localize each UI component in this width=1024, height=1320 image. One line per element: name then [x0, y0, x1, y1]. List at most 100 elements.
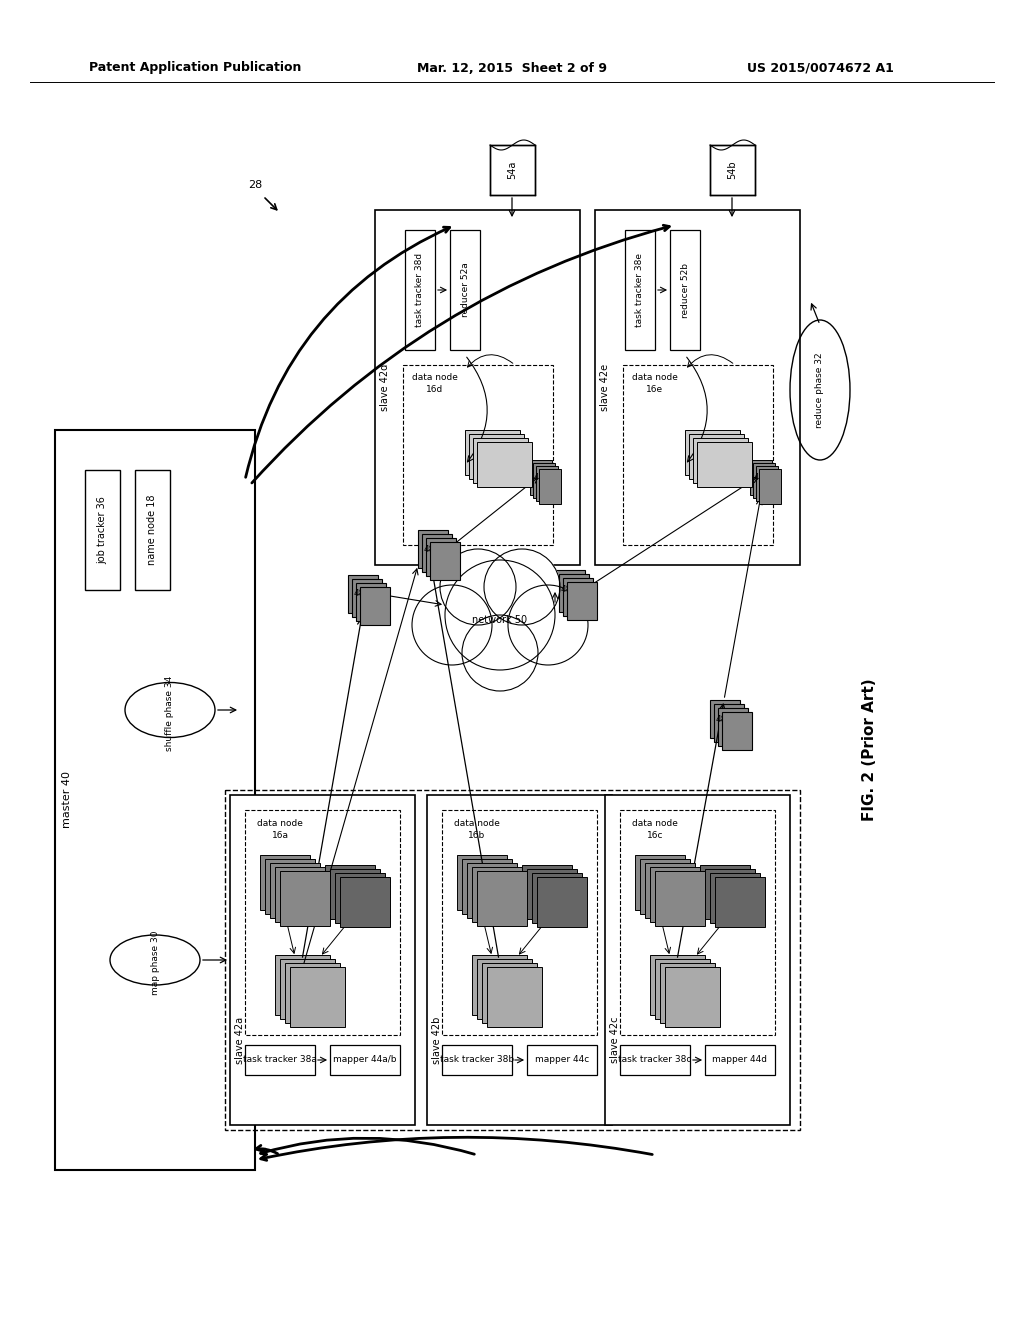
Text: slave 42e: slave 42e	[600, 364, 610, 411]
Text: 48b: 48b	[424, 544, 440, 553]
Bar	[260, 855, 310, 909]
Text: 54b: 54b	[727, 161, 737, 180]
Bar	[563, 578, 593, 616]
Bar	[442, 810, 597, 1035]
Text: 48c: 48c	[754, 473, 769, 482]
Bar	[537, 876, 587, 927]
Text: 16d: 16d	[426, 384, 443, 393]
Text: 46a: 46a	[294, 978, 310, 986]
Bar	[135, 470, 170, 590]
Bar	[718, 708, 748, 746]
Bar	[457, 855, 507, 909]
Bar	[330, 869, 380, 919]
Bar	[375, 210, 580, 565]
Circle shape	[462, 615, 538, 690]
Bar	[275, 954, 330, 1015]
Bar	[325, 865, 375, 915]
Bar	[559, 574, 589, 612]
Bar	[714, 704, 744, 742]
Text: reduce phase 32: reduce phase 32	[815, 352, 824, 428]
Bar	[85, 470, 120, 590]
Text: job tracker 36: job tracker 36	[97, 496, 106, 564]
Bar	[753, 463, 775, 498]
Bar	[477, 442, 532, 487]
Bar	[715, 876, 765, 927]
Bar	[670, 230, 700, 350]
Text: US 2015/0074672 A1: US 2015/0074672 A1	[746, 62, 893, 74]
Bar	[290, 968, 345, 1027]
Bar	[472, 954, 527, 1015]
Circle shape	[508, 585, 588, 665]
Bar	[270, 863, 319, 917]
Bar	[635, 855, 685, 909]
Text: data node: data node	[412, 372, 458, 381]
Bar	[625, 230, 655, 350]
Bar	[534, 463, 555, 498]
Bar	[422, 535, 452, 572]
Circle shape	[412, 585, 492, 665]
Text: reducer 52a: reducer 52a	[461, 263, 469, 317]
Text: 48a: 48a	[534, 473, 549, 482]
Text: 16a: 16a	[271, 830, 289, 840]
Text: 16b: 16b	[468, 830, 485, 840]
Bar	[710, 145, 755, 195]
Bar	[697, 442, 752, 487]
Bar	[650, 954, 705, 1015]
Text: 46c: 46c	[669, 978, 685, 986]
Text: 16c: 16c	[647, 830, 664, 840]
Bar	[620, 1045, 690, 1074]
Text: 24m: 24m	[650, 875, 670, 884]
Text: task tracker 38d: task tracker 38d	[416, 253, 425, 327]
Text: task tracker 38c: task tracker 38c	[618, 1056, 691, 1064]
Bar	[418, 531, 449, 568]
Bar	[605, 795, 790, 1125]
Text: task tracker 38b: task tracker 38b	[440, 1056, 514, 1064]
Bar	[756, 466, 778, 502]
Bar	[665, 968, 720, 1027]
Text: FIG. 2 (Prior Art): FIG. 2 (Prior Art)	[862, 678, 878, 821]
Bar	[427, 795, 612, 1125]
Text: mapper 44c: mapper 44c	[535, 1056, 589, 1064]
Text: 24g: 24g	[473, 875, 490, 884]
Bar	[340, 876, 390, 927]
Text: 48d: 48d	[716, 714, 732, 723]
Circle shape	[445, 560, 555, 671]
Text: 16e: 16e	[646, 384, 664, 393]
Bar	[645, 863, 695, 917]
Bar	[623, 366, 773, 545]
Bar	[335, 873, 385, 923]
Bar	[225, 789, 800, 1130]
Bar	[230, 795, 415, 1125]
Text: 24a: 24a	[276, 875, 293, 884]
Bar	[532, 873, 582, 923]
Bar	[650, 867, 700, 921]
Bar	[406, 230, 435, 350]
Text: reducer 52b: reducer 52b	[681, 263, 689, 318]
Bar	[265, 859, 315, 913]
Text: slave 42b: slave 42b	[432, 1016, 442, 1064]
Bar	[462, 859, 512, 913]
Bar	[245, 810, 400, 1035]
Text: master 40: master 40	[62, 771, 72, 829]
Bar	[275, 867, 325, 921]
Bar	[705, 1045, 775, 1074]
Bar	[467, 863, 517, 917]
Bar	[490, 145, 535, 195]
Text: 24b: 24b	[341, 880, 358, 890]
Bar	[245, 1045, 315, 1074]
Bar	[473, 438, 528, 483]
Bar	[522, 865, 572, 915]
Circle shape	[484, 549, 560, 624]
Bar	[360, 587, 390, 624]
Bar	[660, 964, 715, 1023]
Text: 48a: 48a	[353, 590, 371, 598]
Bar	[527, 1045, 597, 1074]
Bar	[477, 960, 532, 1019]
Bar	[487, 968, 542, 1027]
Bar	[710, 873, 760, 923]
Bar	[352, 579, 382, 616]
Bar	[430, 543, 460, 579]
Text: name node 18: name node 18	[147, 495, 157, 565]
Text: task tracker 38e: task tracker 38e	[636, 253, 644, 327]
Text: slave 42a: slave 42a	[234, 1016, 245, 1064]
